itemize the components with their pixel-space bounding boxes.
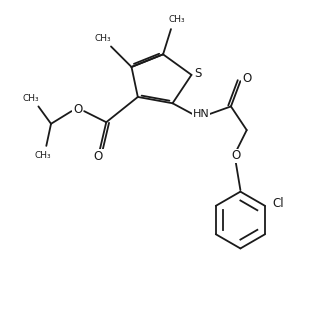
Text: S: S bbox=[195, 67, 202, 80]
Text: CH₃: CH₃ bbox=[95, 34, 111, 43]
Text: O: O bbox=[242, 72, 251, 85]
Text: O: O bbox=[94, 150, 103, 163]
Text: CH₃: CH₃ bbox=[169, 15, 186, 24]
Text: O: O bbox=[73, 103, 82, 116]
Text: CH₃: CH₃ bbox=[35, 151, 51, 160]
Text: HN: HN bbox=[193, 109, 209, 119]
Text: O: O bbox=[231, 150, 240, 163]
Text: CH₃: CH₃ bbox=[22, 94, 39, 103]
Text: Cl: Cl bbox=[272, 197, 284, 210]
